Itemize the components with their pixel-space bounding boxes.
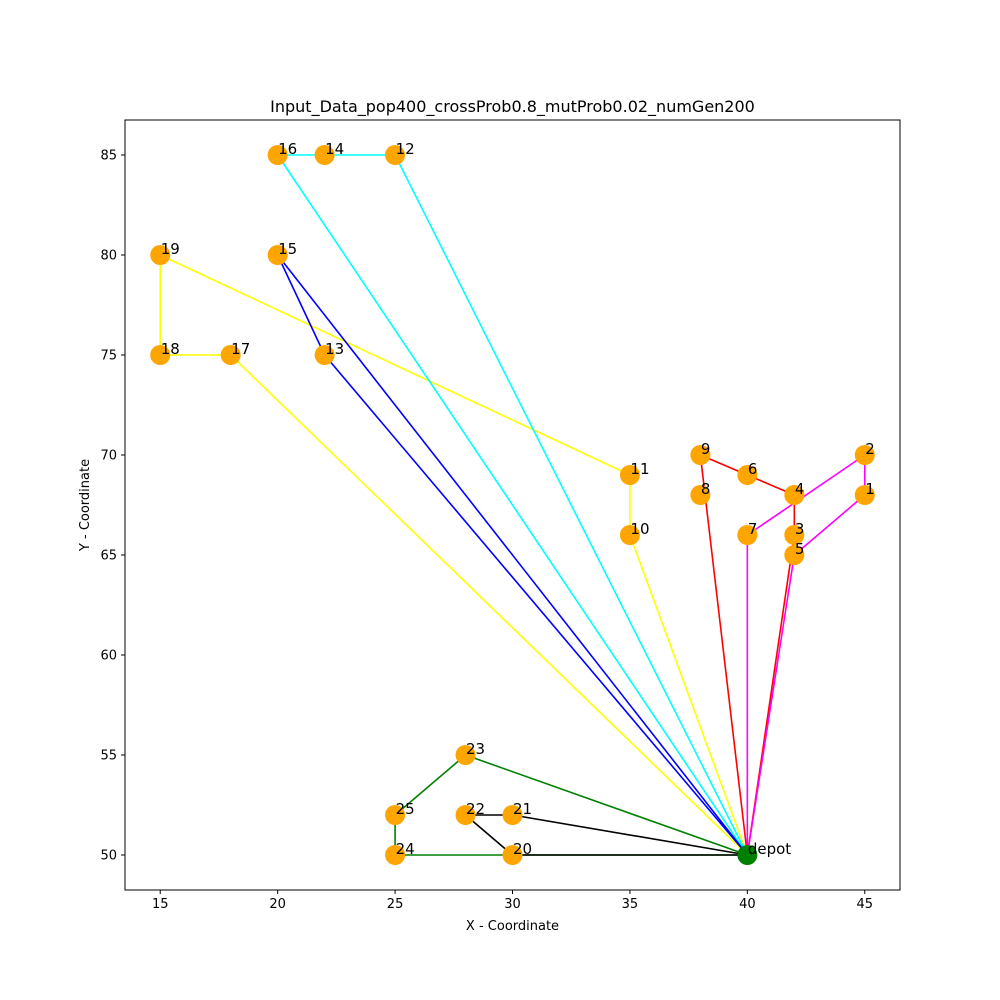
- node-11-marker: [619, 465, 640, 485]
- node-15-label: 15: [278, 240, 297, 258]
- node-23-label: 23: [466, 740, 485, 758]
- node-4-label: 4: [795, 480, 805, 498]
- node-5-label: 5: [795, 540, 805, 558]
- y-axis-label: Y - Coordinate: [78, 459, 93, 552]
- node-18-label: 18: [161, 340, 180, 358]
- route-blue: [276, 254, 748, 856]
- node-9-marker: [690, 445, 711, 465]
- node-24-label: 24: [396, 840, 415, 858]
- node-24-marker: [385, 845, 406, 865]
- node-7-marker: [737, 525, 758, 545]
- node-16-marker: [267, 145, 288, 165]
- depot-label: depot: [748, 840, 791, 858]
- node-23-marker: [455, 745, 476, 765]
- node-18-marker: [150, 345, 171, 365]
- node-2-label: 2: [865, 440, 875, 458]
- y-tick-label-55: 55: [100, 749, 117, 764]
- node-12-marker: [385, 145, 406, 165]
- node-21-marker: [502, 805, 523, 825]
- plot-area-frame: [124, 119, 901, 891]
- x-axis-label: X - Coordinate: [466, 919, 559, 934]
- node-8-marker: [690, 485, 711, 505]
- nodes-layer: [150, 145, 875, 865]
- node-13-marker: [314, 345, 335, 365]
- node-9-label: 9: [701, 440, 711, 458]
- x-tick-label-30: 30: [504, 897, 521, 912]
- node-25-marker: [385, 805, 406, 825]
- node-5-marker: [784, 545, 805, 565]
- depot-marker: [737, 845, 758, 865]
- y-tick-label-65: 65: [100, 549, 117, 564]
- node-10-label: 10: [630, 520, 649, 538]
- node-21-label: 21: [513, 800, 532, 818]
- node-17-label: 17: [231, 340, 250, 358]
- x-tick-label-35: 35: [622, 897, 639, 912]
- node-2-marker: [854, 445, 875, 465]
- route-magenta: [746, 454, 866, 856]
- node-3-label: 3: [795, 520, 805, 538]
- node-13-label: 13: [325, 340, 344, 358]
- node-20-marker: [502, 845, 523, 865]
- x-tick-label-40: 40: [739, 897, 756, 912]
- node-6-label: 6: [748, 460, 758, 478]
- y-tick-label-60: 60: [100, 649, 117, 664]
- y-tick-label-70: 70: [100, 449, 117, 464]
- node-17-marker: [220, 345, 241, 365]
- chart-title: Input_Data_pop400_crossProb0.8_mutProb0.…: [270, 97, 755, 117]
- node-1-marker: [854, 485, 875, 505]
- node-6-marker: [737, 465, 758, 485]
- node-16-label: 16: [278, 140, 297, 158]
- node-20-label: 20: [513, 840, 532, 858]
- node-19-marker: [150, 245, 171, 265]
- x-tick-label-15: 15: [152, 897, 169, 912]
- x-tick-label-45: 45: [856, 897, 873, 912]
- node-3-marker: [784, 525, 805, 545]
- route-red: [699, 454, 796, 856]
- x-tick-label-20: 20: [269, 897, 286, 912]
- node-12-label: 12: [396, 140, 415, 158]
- x-tick-label-25: 25: [387, 897, 404, 912]
- node-labels-layer: 1234567891011121314151617181920212223242…: [161, 140, 875, 858]
- node-8-label: 8: [701, 480, 711, 498]
- node-4-marker: [784, 485, 805, 505]
- node-11-label: 11: [630, 460, 649, 478]
- node-15-marker: [267, 245, 288, 265]
- y-tick-label-80: 80: [100, 249, 117, 264]
- node-1-label: 1: [865, 480, 875, 498]
- node-22-label: 22: [466, 800, 485, 818]
- node-10-marker: [619, 525, 640, 545]
- node-22-marker: [455, 805, 476, 825]
- y-tick-label-85: 85: [100, 149, 117, 164]
- node-19-label: 19: [161, 240, 180, 258]
- node-14-label: 14: [325, 140, 344, 158]
- node-14-marker: [314, 145, 335, 165]
- y-tick-label-75: 75: [100, 349, 117, 364]
- node-7-label: 7: [748, 520, 758, 538]
- node-25-label: 25: [396, 800, 415, 818]
- y-tick-label-50: 50: [100, 849, 117, 864]
